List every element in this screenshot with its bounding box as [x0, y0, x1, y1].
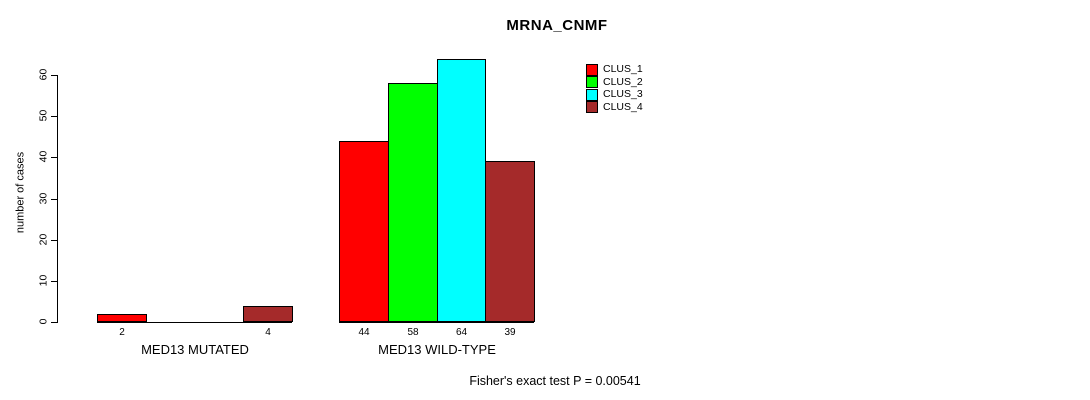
- bar-clus-4-med13-wild-type: [485, 161, 535, 322]
- legend-swatch-clus-4: [586, 101, 598, 113]
- bar-clus-3-med13-wild-type: [437, 59, 486, 322]
- bar-clus-2-med13-wild-type: [388, 83, 438, 322]
- legend: CLUS_1 CLUS_2 CLUS_3 CLUS_4: [586, 63, 643, 114]
- legend-row-clus-2: CLUS_2: [586, 75, 643, 88]
- y-tick-40: [51, 157, 57, 158]
- chart-title: MRNA_CNMF: [506, 17, 608, 34]
- y-tick-label-0: 0: [37, 318, 50, 325]
- y-tick-0: [51, 322, 57, 323]
- legend-row-clus-4: CLUS_4: [586, 100, 643, 113]
- legend-label-clus-4: CLUS_4: [603, 100, 643, 113]
- y-tick-label-40: 40: [37, 150, 50, 163]
- y-tick-50: [51, 116, 57, 117]
- legend-swatch-clus-2: [586, 76, 598, 88]
- y-tick-label-50: 50: [37, 109, 50, 122]
- bar-value-clus-4-med13-mutated: 4: [265, 327, 271, 338]
- legend-swatch-clus-3: [586, 88, 598, 101]
- y-tick-label-30: 30: [37, 192, 50, 205]
- legend-label-clus-3: CLUS_3: [603, 88, 643, 100]
- bar-clus-4-med13-mutated: [243, 306, 293, 322]
- bar-value-clus-1-med13-wild-type: 44: [358, 327, 370, 338]
- baseline-med13-mutated: [97, 322, 292, 323]
- fisher-test-annotation: Fisher's exact test P = 0.00541: [469, 374, 641, 388]
- bar-value-clus-4-med13-wild-type: 39: [504, 327, 516, 338]
- y-tick-10: [51, 281, 57, 282]
- legend-row-clus-1: CLUS_1: [586, 63, 643, 76]
- bar-clus-1-med13-wild-type: [339, 141, 389, 322]
- legend-label-clus-1: CLUS_1: [603, 63, 643, 75]
- legend-swatch-clus-1: [586, 63, 598, 76]
- bar-value-clus-1-med13-mutated: 2: [119, 327, 125, 338]
- bar-clus-1-med13-mutated: [97, 314, 147, 322]
- y-tick-label-60: 60: [37, 68, 50, 81]
- group-label-med13-wild-type: MED13 WILD-TYPE: [378, 342, 496, 357]
- legend-row-clus-3: CLUS_3: [586, 88, 643, 101]
- y-axis-label: number of cases: [14, 151, 27, 234]
- group-label-med13-mutated: MED13 MUTATED: [141, 342, 249, 357]
- bar-value-clus-3-med13-wild-type: 64: [455, 327, 468, 338]
- y-tick-30: [51, 199, 57, 200]
- y-tick-label-10: 10: [37, 274, 50, 287]
- y-tick-label-20: 20: [37, 233, 50, 246]
- y-tick-60: [51, 75, 57, 76]
- legend-label-clus-2: CLUS_2: [603, 75, 643, 88]
- baseline-med13-wild-type: [339, 322, 534, 323]
- bar-value-clus-2-med13-wild-type: 58: [407, 327, 419, 338]
- y-tick-20: [51, 240, 57, 241]
- y-axis-line: [57, 75, 58, 323]
